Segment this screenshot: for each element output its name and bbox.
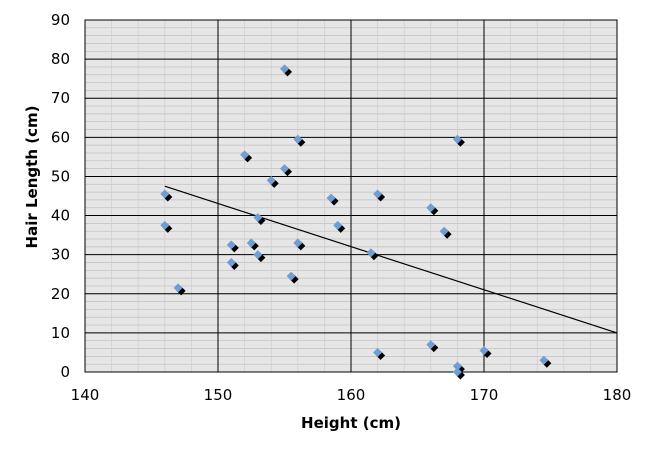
data-point-marker [539,355,549,365]
data-point-marker [366,248,376,258]
data-point [266,175,279,188]
data-point-marker [280,164,289,174]
data-point [293,238,306,251]
data-point-marker [253,250,263,260]
data-point-marker [373,189,383,199]
data-point-marker [286,271,296,281]
data-point-marker [226,240,236,250]
y-tick-label: 60 [51,128,70,146]
data-point-marker [280,64,289,74]
y-tick-label: 80 [51,50,70,68]
data-point-marker [333,220,343,230]
x-axis-title: Height (cm) [301,414,401,432]
data-point [240,150,253,163]
y-tick-label: 20 [51,285,70,303]
data-point [293,134,306,147]
trendline [164,185,618,334]
data-point [426,340,439,353]
x-tick-label: 160 [337,386,366,404]
data-point-marker [326,193,336,203]
data-point-marker [253,213,263,223]
data-point-marker [439,226,449,236]
y-tick-label: 90 [51,11,70,29]
data-point-marker [240,150,250,160]
data-point-marker [226,257,236,267]
y-tick-label: 0 [60,363,70,381]
y-tick-label: 70 [51,89,70,107]
data-point [439,226,452,239]
data-point-marker [160,220,170,230]
data-point [333,220,346,233]
data-point [366,248,379,261]
y-tick-label: 10 [51,324,70,342]
data-point [160,189,173,202]
data-point-marker [293,238,303,248]
data-point-marker [173,283,183,293]
x-tick-label: 140 [71,386,100,404]
data-point-marker [373,347,383,357]
data-point-marker [452,134,462,144]
data-point [280,164,292,177]
data-point [452,367,465,380]
data-point [246,238,259,251]
data-point-marker [266,175,276,185]
data-point [173,283,186,296]
data-point-marker [426,340,436,350]
x-tick-label: 150 [204,386,233,404]
x-tick-label: 170 [470,386,499,404]
data-point [539,355,552,368]
data-point-marker [293,134,303,144]
data-point [452,134,465,147]
data-point-marker [452,361,462,371]
data-point-marker [160,189,170,199]
data-point [373,189,386,202]
y-tick-label: 50 [51,167,70,185]
plot-border [84,19,618,373]
y-axis-title: Hair Length (cm) [23,106,41,249]
data-point [426,203,439,216]
data-point [253,213,266,226]
data-point [326,193,339,206]
data-point [226,240,239,253]
data-point-marker [479,345,489,355]
data-point-marker [426,203,436,213]
y-tick-label: 40 [51,207,70,225]
data-point [286,271,299,284]
data-point-marker [452,367,462,377]
x-tick-label: 180 [603,386,632,404]
data-point-marker [246,238,256,248]
y-tick-label: 30 [51,246,70,264]
data-point [479,345,492,358]
data-point [373,347,386,360]
data-point [253,250,266,263]
data-point [280,64,292,77]
data-point [160,220,173,233]
data-point [226,257,239,270]
